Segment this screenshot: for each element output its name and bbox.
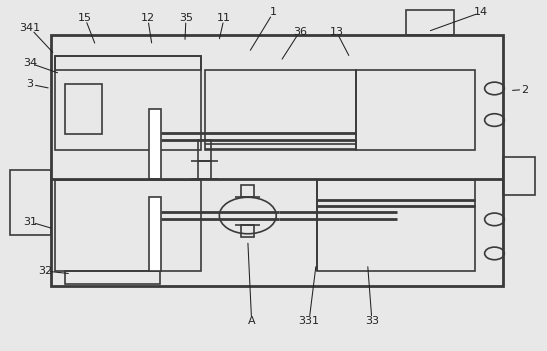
Text: 341: 341 (20, 23, 40, 33)
Bar (55, 56, 201, 150)
Bar (10, 170, 51, 235)
Bar (406, 10, 454, 35)
Text: 14: 14 (474, 7, 488, 17)
Bar (356, 70, 475, 150)
Bar (51, 35, 503, 286)
Bar (241, 185, 254, 197)
Bar (241, 225, 254, 237)
Text: 2: 2 (521, 85, 529, 94)
Bar (198, 161, 211, 179)
Text: 3: 3 (27, 79, 33, 89)
Bar (149, 197, 161, 271)
Text: 12: 12 (141, 13, 155, 22)
Text: 31: 31 (23, 217, 37, 227)
Text: 35: 35 (179, 13, 193, 22)
Bar (149, 109, 161, 179)
Bar (55, 56, 201, 70)
Text: 33: 33 (365, 316, 379, 326)
Bar (65, 271, 160, 284)
Bar (317, 180, 475, 271)
Text: 15: 15 (78, 13, 92, 22)
Text: 32: 32 (38, 266, 52, 276)
Text: 1: 1 (270, 7, 277, 17)
Bar (55, 180, 201, 271)
Bar (65, 84, 102, 134)
Text: 36: 36 (293, 27, 307, 37)
Text: A: A (248, 316, 255, 326)
Bar (503, 157, 535, 195)
Text: 34: 34 (23, 58, 37, 68)
Text: 13: 13 (329, 27, 344, 37)
Text: 11: 11 (217, 13, 231, 22)
Bar (198, 140, 211, 161)
Bar (205, 70, 356, 150)
Text: 331: 331 (299, 316, 319, 326)
